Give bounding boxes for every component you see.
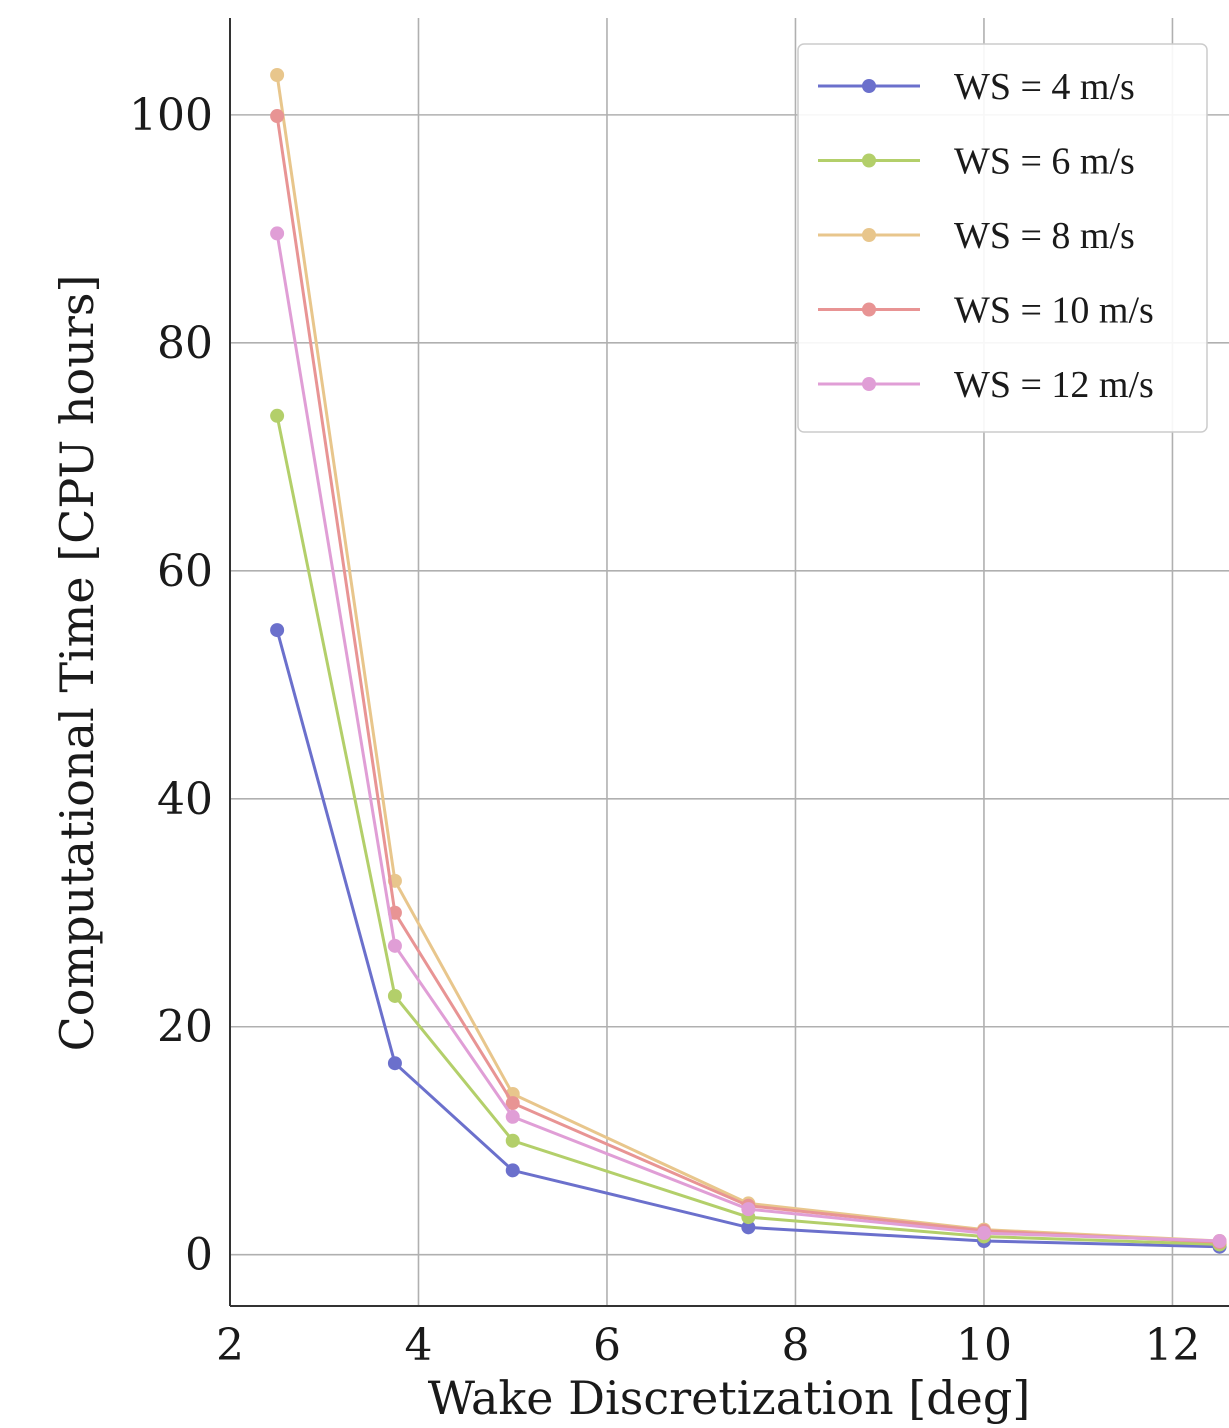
legend-label: WS = 6 m/s [954,141,1135,183]
data-point [505,1096,520,1111]
legend-label: WS = 10 m/s [954,290,1154,332]
data-point [387,988,402,1003]
y-tick-label: 40 [157,774,213,825]
x-tick-label: 8 [781,1320,809,1371]
series-1 [270,623,1227,1254]
y-tick-label: 0 [185,1230,213,1281]
y-tick-label: 60 [157,546,213,597]
data-point [387,938,402,953]
x-axis-label: Wake Discretization [deg] [428,1371,1031,1425]
tick-labels: 2 4 6 8 10 12 0 20 40 60 80 100 [129,90,1200,1371]
data-point [505,1133,520,1148]
legend-marker [862,377,876,391]
x-tick-label: 10 [956,1320,1012,1371]
legend-item: WS = 10 m/s [818,290,1154,332]
series-line [275,115,1220,1244]
data-point [270,408,285,423]
legend-box [797,43,1208,433]
legend-item: WS = 8 m/s [818,215,1135,257]
data-point [270,623,285,638]
data-point [741,1202,756,1217]
legend-label: WS = 4 m/s [954,66,1135,108]
legend-marker [862,228,876,242]
legend-label: WS = 8 m/s [954,215,1135,257]
legend-item: WS = 4 m/s [818,66,1135,108]
legend-label: WS = 12 m/s [954,364,1154,406]
legend: WS = 4 m/s WS = 6 m/s WS = 8 m/s WS = 10 m/… [797,43,1208,433]
x-tick-label: 12 [1144,1320,1200,1371]
data-point [505,1109,520,1124]
axes [229,18,1229,1307]
y-tick-label: 100 [129,90,213,141]
data-point [270,67,285,82]
y-tick-label: 20 [157,1002,213,1053]
y-axis-label: Computational Time [CPU hours] [50,275,104,1052]
y-tick-label: 80 [157,318,213,369]
x-tick-label: 4 [404,1320,432,1371]
x-tick-label: 6 [593,1320,621,1371]
series-line [275,233,1220,1243]
data-point [270,226,285,241]
series-line [275,629,1220,1249]
data-point [1212,1234,1227,1249]
series-5 [270,226,1227,1249]
x-tick-label: 2 [216,1320,244,1371]
legend-marker [862,153,876,168]
data-point [505,1163,520,1178]
legend-marker [862,79,876,93]
series-line [275,415,1220,1246]
legend-marker [862,302,876,317]
legend-item: WS = 12 m/s [818,364,1154,406]
legend-item: WS = 6 m/s [818,141,1135,183]
data-point [976,1226,991,1241]
data-point [387,1056,402,1071]
series-group [270,67,1227,1254]
data-point [741,1220,756,1235]
series-2 [270,408,1227,1252]
data-point [270,109,285,124]
